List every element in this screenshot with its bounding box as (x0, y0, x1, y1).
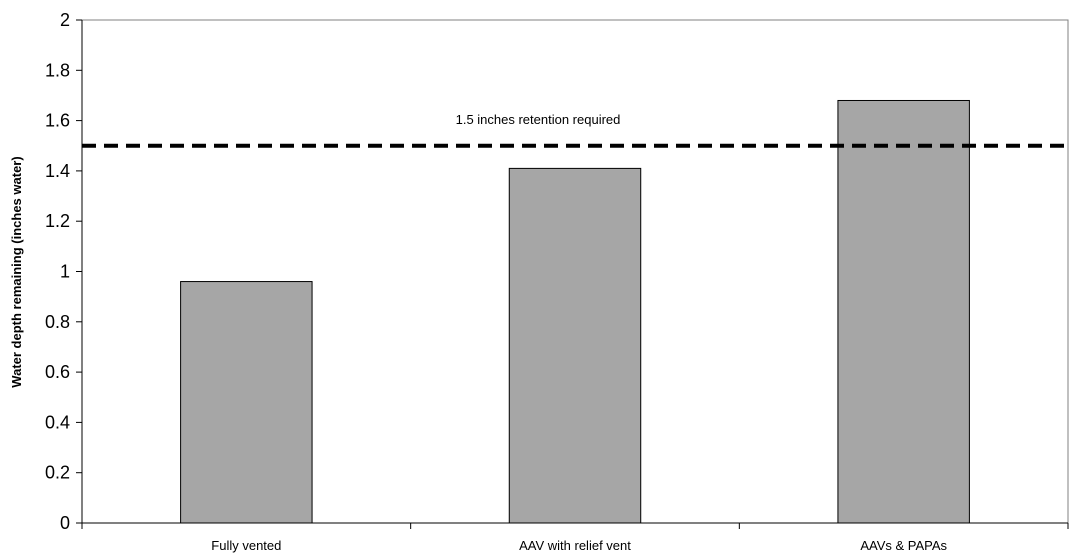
x-tick-label: AAVs & PAPAs (860, 538, 947, 553)
x-tick-label: AAV with relief vent (519, 538, 631, 553)
reference-line-label: 1.5 inches retention required (456, 112, 621, 127)
y-tick-label: 2 (60, 10, 70, 30)
y-axis-label: Water depth remaining (inches water) (9, 156, 24, 387)
y-tick-label: 0 (60, 513, 70, 533)
y-tick-label: 1.8 (45, 60, 70, 80)
y-tick-label: 0.2 (45, 463, 70, 483)
y-tick-label: 1.2 (45, 211, 70, 231)
y-tick-label: 0.4 (45, 412, 70, 432)
y-tick-label: 1.4 (45, 161, 70, 181)
bars-group (180, 99, 970, 524)
y-tick-label: 1 (60, 262, 70, 282)
bar-0 (180, 281, 313, 524)
bar-2 (837, 99, 970, 524)
bar-1 (508, 167, 642, 524)
y-tick-label: 1.6 (45, 111, 70, 131)
x-tick-label: Fully vented (211, 538, 281, 553)
y-tick-label: 0.8 (45, 312, 70, 332)
y-tick-label: 0.6 (45, 362, 70, 382)
axes-group: 0 0.2 0.4 0.6 0.8 1 1.2 1.4 1.6 1.8 2 Fully vented A… (45, 10, 1069, 553)
